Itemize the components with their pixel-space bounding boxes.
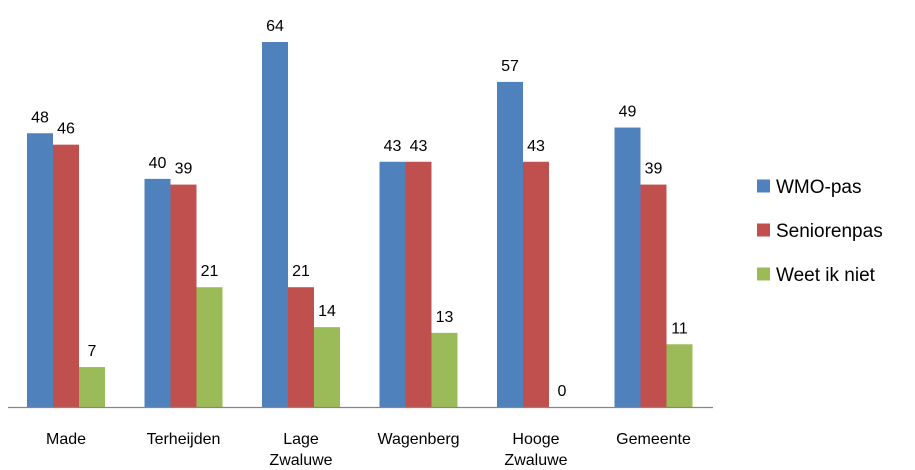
category-label-line: Hooge — [512, 431, 559, 448]
data-label: 14 — [318, 303, 336, 320]
legend-swatch-seniorenpas — [757, 223, 770, 237]
value-labels-group: 48 46 7 40 39 21 64 21 14 43 43 13 57 43 0 49 39 11 — [31, 18, 688, 400]
category-label: Terheijden — [147, 431, 221, 448]
category-label-line: Made — [46, 431, 86, 448]
category-label-line: Zwaluwe — [269, 452, 332, 469]
bar-seniorenpas-2 — [288, 287, 314, 407]
category-label: Made — [46, 431, 86, 448]
bar-wmo-pas-4 — [497, 81, 523, 408]
legend: WMO-pas Seniorenpas Weet ik niet — [757, 177, 883, 286]
bar-weet-ik-niet-1 — [196, 287, 223, 407]
bar-weet-ik-niet-5 — [666, 344, 693, 407]
data-label: 49 — [619, 104, 637, 121]
bar-wmo-pas-5 — [614, 127, 641, 408]
bar-weet-ik-niet-0 — [79, 367, 105, 407]
bar-wmo-pas-2 — [262, 42, 288, 407]
category-label-line: Terheijden — [147, 431, 221, 448]
bar-seniorenpas-4 — [523, 161, 549, 407]
legend-swatch-wmo-pas — [757, 179, 770, 193]
category-label-line: Zwaluwe — [504, 452, 567, 469]
data-label: 43 — [384, 138, 402, 155]
legend-label: Seniorenpas — [776, 221, 883, 242]
category-label-line: Lage — [283, 431, 319, 448]
bar-weet-ik-niet-2 — [314, 327, 340, 407]
legend-label: Weet ik niet — [776, 265, 876, 286]
category-label: Hooge Zwaluwe — [504, 431, 567, 469]
data-label: 46 — [57, 121, 75, 138]
data-label: 40 — [149, 155, 167, 172]
bar-seniorenpas-5 — [640, 184, 667, 407]
data-label: 21 — [292, 263, 310, 280]
category-labels-group: Made Terheijden Lage Zwaluwe Wagenberg Hooge Z… — [46, 431, 691, 469]
bar-seniorenpas-0 — [53, 144, 79, 407]
bar-wmo-pas-1 — [144, 178, 171, 408]
data-label: 48 — [31, 109, 49, 126]
bar-wmo-pas-3 — [379, 161, 406, 407]
data-label: 13 — [436, 309, 454, 326]
bar-weet-ik-niet-3 — [431, 332, 458, 407]
data-label: 21 — [201, 263, 219, 280]
bars-group — [27, 42, 693, 408]
legend-swatch-weet-ik-niet — [757, 267, 770, 281]
data-label: 0 — [558, 383, 567, 400]
legend-label: WMO-pas — [776, 177, 862, 198]
category-label: Lage Zwaluwe — [269, 431, 332, 469]
bar-seniorenpas-1 — [170, 184, 197, 407]
bar-seniorenpas-3 — [405, 161, 432, 407]
data-label: 64 — [266, 18, 284, 35]
data-label: 43 — [410, 138, 428, 155]
data-label: 43 — [527, 138, 545, 155]
bar-wmo-pas-0 — [27, 133, 53, 407]
category-label: Wagenberg — [377, 431, 459, 448]
data-label: 57 — [501, 58, 519, 75]
data-label: 39 — [645, 161, 663, 178]
category-label-line: Wagenberg — [377, 431, 459, 448]
category-label: Gemeente — [616, 431, 691, 448]
data-label: 11 — [671, 320, 688, 337]
category-label-line: Gemeente — [616, 431, 691, 448]
data-label: 39 — [175, 161, 193, 178]
data-label: 7 — [88, 343, 97, 360]
